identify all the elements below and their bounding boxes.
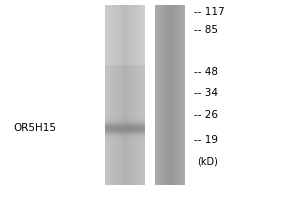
Text: -- 26: -- 26 (194, 110, 218, 120)
Text: -- 85: -- 85 (194, 25, 218, 35)
Text: -- 19: -- 19 (194, 135, 218, 145)
Text: OR5H15: OR5H15 (14, 123, 56, 133)
Text: -- 48: -- 48 (194, 67, 218, 77)
Text: -- 34: -- 34 (194, 88, 218, 98)
Text: (kD): (kD) (197, 157, 218, 167)
Text: -- 117: -- 117 (194, 7, 224, 17)
